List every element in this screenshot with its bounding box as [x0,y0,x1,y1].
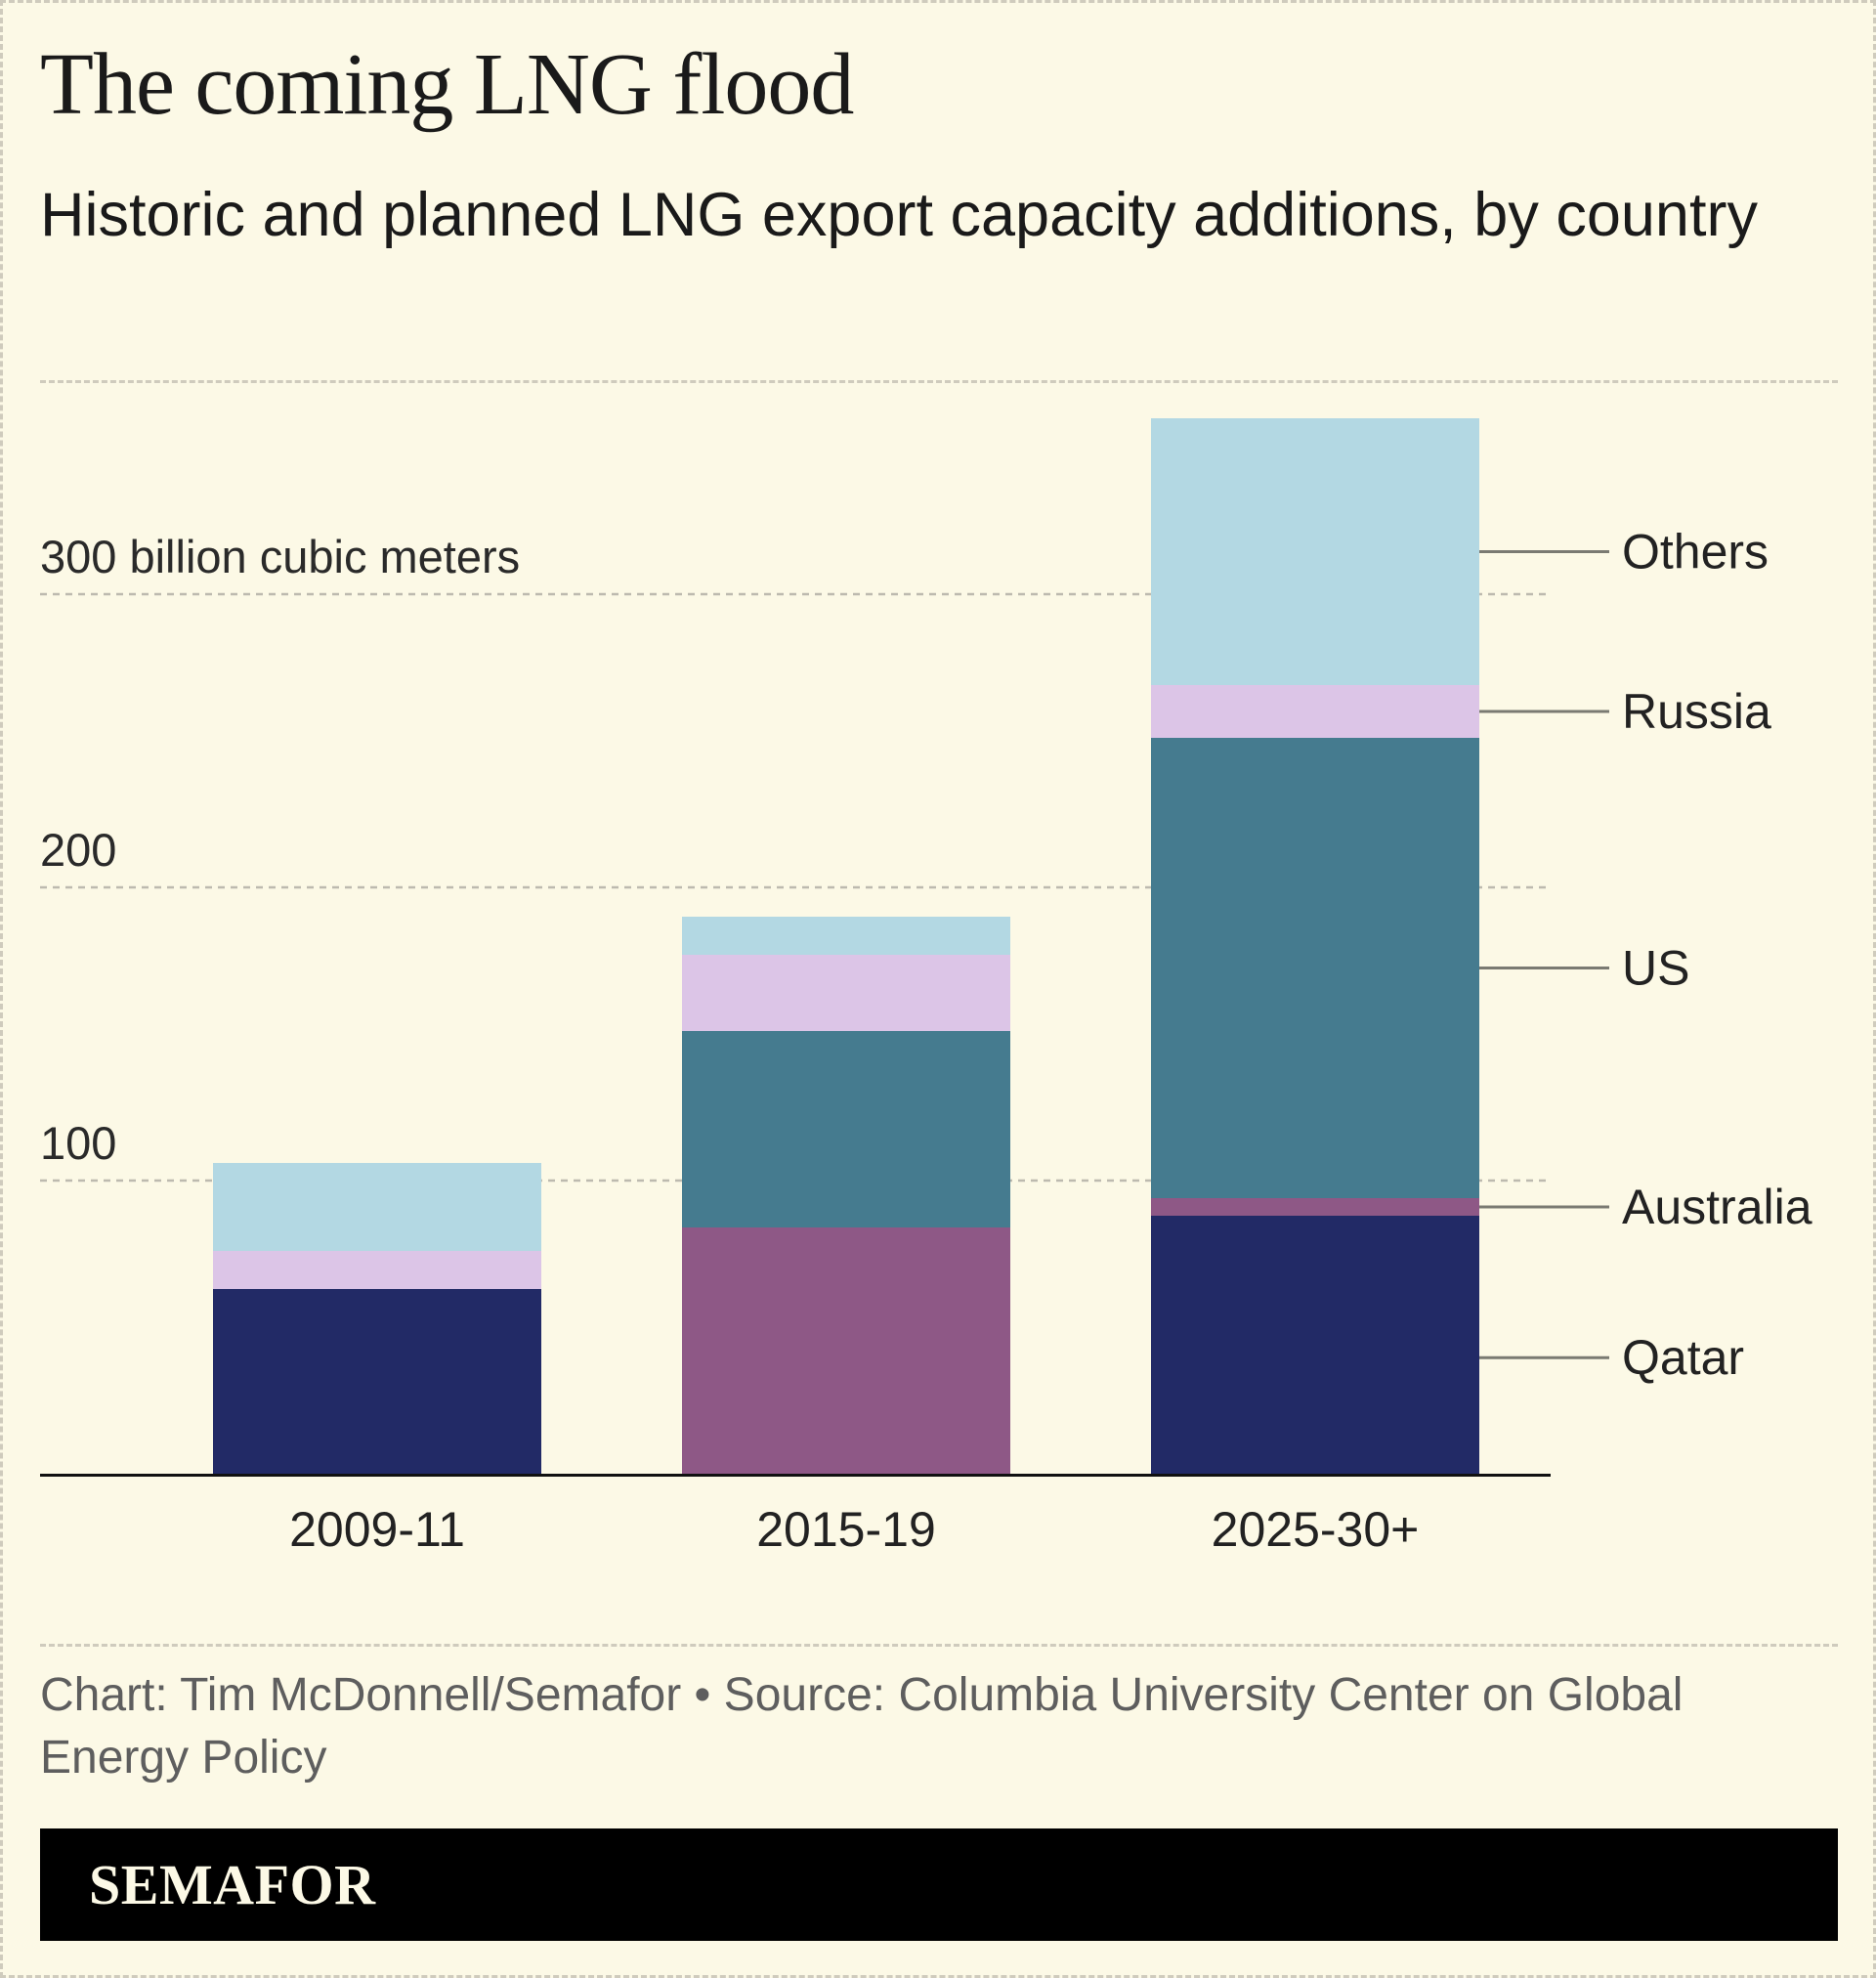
bar-qatar-2009-11 [213,1289,541,1474]
top-divider [40,380,1838,383]
y-tick-label: 200 [40,824,116,876]
bar-russia-2015-19 [682,955,1010,1031]
legend-label-russia: Russia [1622,684,1771,739]
chart-credit: Chart: Tim McDonnell/Semafor • Source: C… [40,1669,1684,1784]
bar-others-2009-11 [213,1163,541,1251]
y-tick-label: 100 [40,1117,116,1169]
bar-russia-2025-30+ [1151,685,1479,738]
brand-footer: SEMAFOR [40,1828,1838,1941]
y-axis-tick-labels: 100 200 300 billion cubic meters [40,531,520,1169]
bar-russia-2009-11 [213,1251,541,1289]
chart-subtitle: Historic and planned LNG export capacity… [40,181,1758,249]
semafor-logo: SEMAFOR [89,1853,376,1916]
bar-australia-2025-30+ [1151,1198,1479,1216]
legend-label-others: Others [1622,525,1769,580]
bar-us-2015-19 [682,1031,1010,1227]
bar-stacks [213,418,1479,1474]
bar-us-2025-30+ [1151,738,1479,1198]
legend-label-us: US [1622,941,1689,996]
chart-title: The coming LNG flood [40,36,854,133]
bar-others-2025-30+ [1151,418,1479,685]
y-tick-label: 300 billion cubic meters [40,531,520,582]
x-tick-label: 2009-11 [289,1502,465,1557]
legend-label-australia: Australia [1622,1180,1812,1234]
legend-label-qatar: Qatar [1622,1330,1744,1385]
bar-others-2015-19 [682,917,1010,955]
series-legend: Others Russia US Australia Qatar [1479,525,1812,1385]
x-tick-label: 2025-30+ [1212,1502,1420,1557]
x-tick-label: 2015-19 [756,1502,936,1557]
bar-qatar-2025-30+ [1151,1216,1479,1474]
bar-australia-2015-19 [682,1227,1010,1474]
bottom-divider [40,1644,1838,1647]
x-axis-tick-labels: 2009-11 2015-19 2025-30+ [289,1502,1419,1557]
